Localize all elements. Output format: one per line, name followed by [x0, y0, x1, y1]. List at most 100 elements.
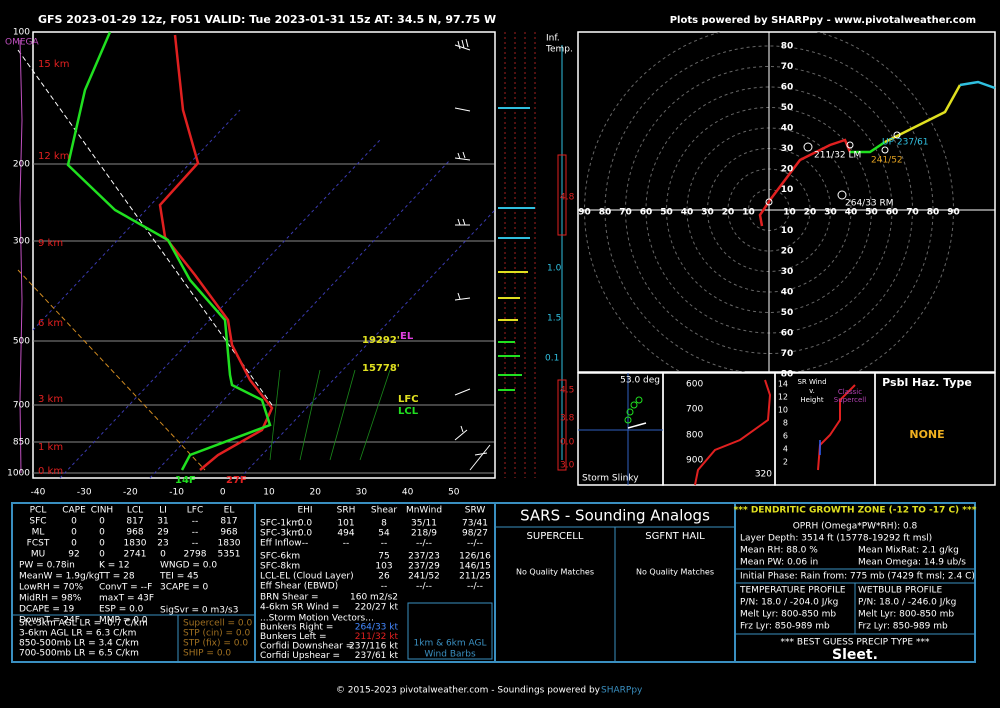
kin-cell: 101: [337, 519, 354, 529]
kin-cell: 237/23: [408, 552, 440, 562]
kin-cell: 146/15: [459, 562, 491, 572]
index-value: 3CAPE = 0: [160, 583, 209, 593]
kin-param: 4-6km SR Wind =: [260, 603, 339, 613]
pressure-label: 700: [13, 401, 30, 411]
temp-label: -40: [31, 488, 46, 498]
motion-label: Corfidi Upshear =: [260, 651, 340, 661]
kin-cell: 73/41: [462, 519, 488, 529]
parcel-cell: 31: [157, 517, 168, 527]
ring-label: 70: [781, 349, 794, 359]
wetbulb-profile: P/N: 18.0 / -246.0 J/kg: [858, 598, 956, 608]
composite: Supercell = 0.0: [183, 619, 253, 629]
lcl-label: LCL: [398, 406, 419, 417]
slinky-label: Storm Slinky: [582, 474, 639, 484]
ring-label: 40: [781, 124, 794, 134]
lower-boxes: [11, 502, 976, 663]
credit: Plots powered by SHARPpy - www.pivotalwe…: [670, 15, 976, 26]
kin-label: SFC-8km: [260, 562, 300, 572]
ring-label: 70: [906, 208, 919, 218]
temp-profile: TEMPERATURE PROFILE: [739, 586, 846, 596]
height-label: 15 km: [38, 59, 69, 70]
inf-temp-value: 1.5: [547, 314, 561, 324]
parcel-cell: 2741: [124, 550, 147, 560]
dgz-line: Mean Omega: 14.9 ub/s: [858, 558, 966, 568]
parcel-header: CINH: [91, 506, 113, 516]
kin-cell: --/--: [416, 539, 432, 549]
ring-label: 60: [640, 208, 653, 218]
ring-label: 70: [619, 208, 632, 218]
parcel-cell: 0: [160, 550, 166, 560]
height-label: 3 km: [38, 394, 63, 405]
kin-label: LCL-EL (Cloud Layer): [260, 572, 354, 582]
height-label: 12 km: [38, 151, 69, 162]
kin-cell: 126/16: [459, 552, 491, 562]
kin-cell: --/--: [416, 582, 432, 592]
profile-value: 320: [755, 470, 772, 480]
sars-result: No Quality Matches: [516, 568, 594, 577]
hazard-value: NONE: [909, 428, 944, 441]
kin-cell: 241/52: [408, 572, 440, 582]
hodo-annotation: UP 237/61: [882, 138, 929, 148]
parcel-cell: 92: [68, 550, 79, 560]
ring-label: 90: [578, 208, 591, 218]
hodo-annotation: 264/33 RM: [845, 199, 894, 209]
pressure-label: 200: [13, 160, 30, 170]
kin-cell: --: [381, 539, 388, 549]
kin-cell: 26: [378, 572, 390, 582]
hazard-title: Psbl Haz. Type: [882, 376, 972, 389]
index-value: ConvT = --F: [99, 583, 152, 593]
pressure-label: 100: [13, 28, 30, 38]
ring-label: 50: [660, 208, 673, 218]
sr-height-label: 2: [783, 458, 788, 467]
sars-title: SARS - Sounding Analogs: [520, 507, 710, 525]
parcel-cell: MU: [31, 550, 45, 560]
height-label: 1 km: [38, 442, 63, 453]
kin-label: Eff Inflow: [260, 539, 302, 549]
ring-label: 90: [947, 208, 960, 218]
barb-box-label: 1km & 6km AGL: [414, 639, 487, 649]
temp-profile: P/N: 18.0 / -204.0 J/kg: [740, 598, 838, 608]
kin-label: SFC-1km: [260, 519, 300, 529]
lower-right-panels: [577, 372, 996, 486]
kin-cell: --/--: [467, 539, 483, 549]
sfc-temp: 27F: [226, 475, 247, 486]
parcel-cell: 5351: [218, 550, 241, 560]
dgz-line: Mean RH: 88.0 %: [740, 546, 818, 556]
composite: STP (cin) = 0.0: [183, 629, 251, 639]
temp-label: -10: [169, 488, 184, 498]
motion-value: 264/33 kt: [355, 623, 399, 633]
hodo-annotation: 241/52: [871, 156, 903, 166]
sr-height-label: 8: [783, 419, 788, 428]
lfc-label: LFC: [398, 394, 419, 405]
index-value: TT = 28: [98, 572, 135, 582]
temp-label: -30: [77, 488, 92, 498]
index-value: maxT = 43F: [99, 594, 154, 604]
index-value: WNGD = 0.0: [160, 561, 217, 571]
skewt-panel: [17, 31, 496, 479]
temp-label: 0: [220, 488, 226, 498]
index-value: LowRH = 70%: [19, 583, 83, 593]
parcel-cell: 1830: [124, 539, 147, 549]
kin-cell: 54: [378, 529, 390, 539]
parcel-cell: 0: [99, 539, 105, 549]
temp-label: 40: [402, 488, 414, 498]
ring-label: 20: [781, 165, 794, 175]
ring-label: 40: [681, 208, 694, 218]
footer-link: SHARPpy: [601, 686, 643, 696]
index-value: TEI = 45: [159, 572, 199, 582]
inf-temp-value: 0.1: [545, 354, 559, 364]
kin-param: BRN Shear =: [260, 593, 319, 603]
sr-title: v.: [809, 387, 815, 395]
inf-temp-value: 4.5: [560, 386, 574, 396]
kin-cell: 494: [337, 529, 354, 539]
dgz-title: *** DENDRITIC GROWTH ZONE (-12 TO -17 C)…: [734, 506, 977, 516]
parcel-header: CAPE: [62, 506, 86, 516]
pressure-label: 1000: [7, 469, 30, 479]
el-label: EL: [400, 331, 414, 342]
motion-title: ...Storm Motion Vectors...: [260, 614, 374, 624]
pressure-label: 300: [13, 237, 30, 247]
kin-cell: 0.0: [298, 529, 313, 539]
motion-value: 237/61 kt: [355, 651, 399, 661]
parcel-cell: 817: [126, 517, 143, 527]
